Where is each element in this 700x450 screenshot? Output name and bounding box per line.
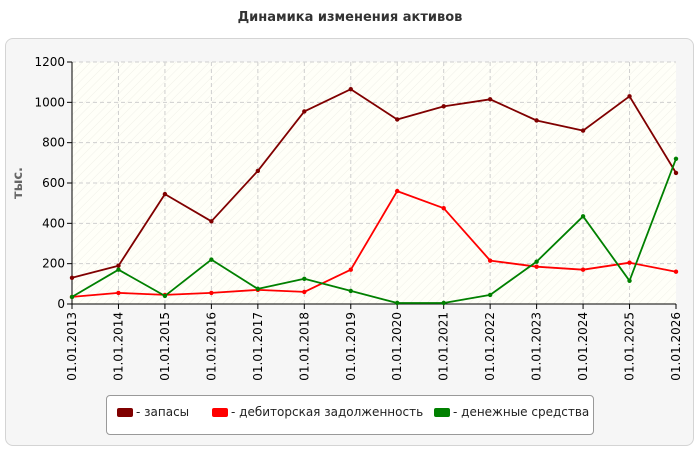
x-tick-label: 01.01.2023 xyxy=(530,312,544,381)
series-0-point xyxy=(69,275,75,280)
series-2-point xyxy=(627,278,632,284)
series-2-point xyxy=(116,267,121,272)
legend-swatch-debitorskaya xyxy=(212,407,228,417)
series-0-point xyxy=(116,263,121,268)
series-2-point xyxy=(348,288,353,294)
series-line-2 xyxy=(71,158,677,304)
y-tick-label: 0 xyxy=(57,297,65,311)
series-0-point xyxy=(162,191,168,197)
x-tick-label: 01.01.2018 xyxy=(297,312,311,381)
y-tick-label: 600 xyxy=(42,176,65,190)
series-2-point xyxy=(534,259,539,264)
series-0-point xyxy=(302,109,307,114)
series-0-point xyxy=(534,118,539,123)
x-tick-label: 01.01.2020 xyxy=(390,312,404,381)
x-tick-label: 01.01.2014 xyxy=(111,312,125,381)
x-tick-label: 01.01.2024 xyxy=(576,312,590,381)
x-tick-label: 01.01.2016 xyxy=(204,312,218,381)
series-0-point xyxy=(580,128,586,133)
series-1-point xyxy=(580,267,586,272)
series-1-point xyxy=(487,258,493,263)
legend-item-zapasy: - запасы xyxy=(117,405,189,419)
legend-label-zapasy: - запасы xyxy=(136,405,190,419)
series-line-1 xyxy=(71,190,677,298)
series-1-point xyxy=(116,290,121,296)
chart-title: Динамика изменения активов xyxy=(237,10,463,25)
series-2-point xyxy=(580,214,586,219)
series-1-point xyxy=(395,188,400,194)
legend-label-denezhnye: - денежные средства xyxy=(453,405,590,419)
y-axis-label: тыс. xyxy=(11,167,26,199)
x-tick-label: 01.01.2026 xyxy=(669,312,683,381)
series-0-point xyxy=(255,168,261,174)
series-0-point xyxy=(487,97,493,102)
x-tick-label: 01.01.2025 xyxy=(623,312,637,381)
y-tick-labels: 0 200 400 600 800 1000 1200 xyxy=(34,55,65,311)
legend-label-debitorskaya: - дебиторская задолженность xyxy=(231,405,424,419)
series-2-point xyxy=(441,300,446,306)
series-1-point xyxy=(209,290,214,296)
legend: - запасы - дебиторская задолженность - д… xyxy=(106,395,594,435)
series-2-point xyxy=(302,276,307,281)
x-tick-label: 01.01.2019 xyxy=(344,312,358,381)
series-1-point xyxy=(673,269,679,274)
axes xyxy=(67,61,677,309)
x-tick-labels: 01.01.2013 01.01.2014 01.01.2015 01.01.2016… xyxy=(65,312,683,381)
series-1-point xyxy=(627,260,632,265)
series-2-point xyxy=(69,294,75,300)
series-0-point xyxy=(395,117,400,122)
x-tick-label: 01.01.2015 xyxy=(158,312,172,381)
series-1-point xyxy=(348,267,353,272)
series-0-point xyxy=(209,219,214,224)
y-tick-label: 800 xyxy=(42,136,65,150)
legend-item-denezhnye: - денежные средства xyxy=(434,405,589,419)
x-tick-label: 01.01.2013 xyxy=(65,312,79,381)
series-2-point xyxy=(487,292,493,298)
y-tick-label: 1000 xyxy=(34,95,65,109)
series-1-point xyxy=(534,264,539,269)
x-tick-label: 01.01.2021 xyxy=(437,312,451,381)
series-0-point xyxy=(627,94,632,99)
legend-swatch-zapasy xyxy=(117,407,133,417)
series-line-0 xyxy=(71,88,677,279)
series-2-point xyxy=(162,293,168,299)
series-0-point xyxy=(673,170,679,176)
series-2-point xyxy=(395,300,400,306)
y-tick-label: 400 xyxy=(42,216,65,230)
series-2-point xyxy=(673,156,679,161)
y-tick-label: 200 xyxy=(42,257,65,271)
series-0-point xyxy=(441,104,446,109)
series-group xyxy=(69,87,679,306)
series-1-point xyxy=(441,206,446,211)
series-1-point xyxy=(302,289,307,295)
legend-item-debitorskaya: - дебиторская задолженность xyxy=(212,405,423,419)
series-0-point xyxy=(348,87,353,92)
grid-lines xyxy=(72,61,676,304)
series-2-point xyxy=(209,257,214,262)
y-tick-label: 1200 xyxy=(34,55,65,69)
series-2-point xyxy=(255,286,261,292)
x-tick-label: 01.01.2022 xyxy=(483,312,497,381)
legend-swatch-denezhnye xyxy=(434,407,450,417)
x-tick-label: 01.01.2017 xyxy=(251,312,265,381)
